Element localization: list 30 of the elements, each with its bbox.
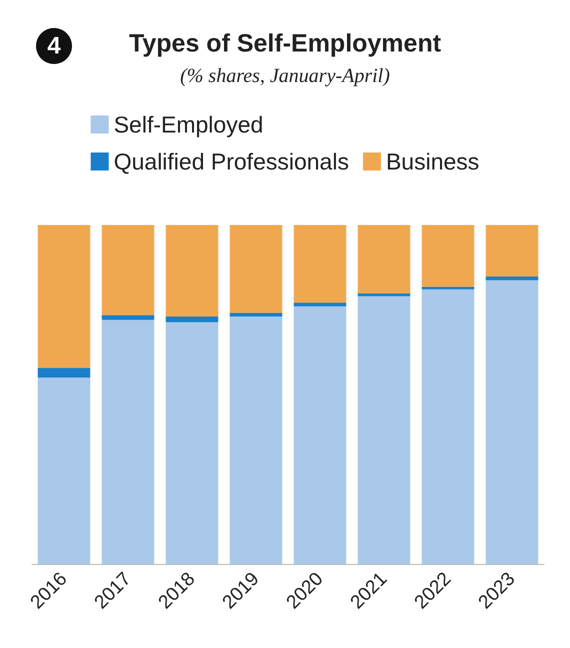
bar xyxy=(230,316,282,564)
text: 4 xyxy=(47,32,62,60)
legend-label: Qualified Professionals xyxy=(114,148,349,174)
legend-label: Business xyxy=(386,148,480,174)
legend-label: Self-Employed xyxy=(114,112,264,138)
bar xyxy=(166,322,218,564)
bar xyxy=(294,225,346,303)
bar xyxy=(38,378,90,564)
bar xyxy=(230,312,282,317)
bar xyxy=(422,289,474,564)
bar xyxy=(294,302,346,306)
bar xyxy=(422,225,474,287)
bar xyxy=(102,225,154,316)
bar xyxy=(422,286,474,290)
bar xyxy=(38,368,90,378)
bar xyxy=(102,320,154,564)
bar xyxy=(294,306,346,564)
bar xyxy=(230,225,282,313)
bar xyxy=(166,225,218,317)
bar xyxy=(358,293,410,296)
bar xyxy=(486,225,538,277)
bar xyxy=(38,225,90,368)
bar xyxy=(486,280,538,564)
bar xyxy=(358,225,410,294)
chart-subtitle: (% shares, January-April) xyxy=(180,65,390,87)
bar xyxy=(358,296,410,564)
bar xyxy=(486,276,538,280)
bar xyxy=(166,316,218,322)
bar xyxy=(102,315,154,320)
chart-title: Types of Self-Employment xyxy=(128,30,442,58)
